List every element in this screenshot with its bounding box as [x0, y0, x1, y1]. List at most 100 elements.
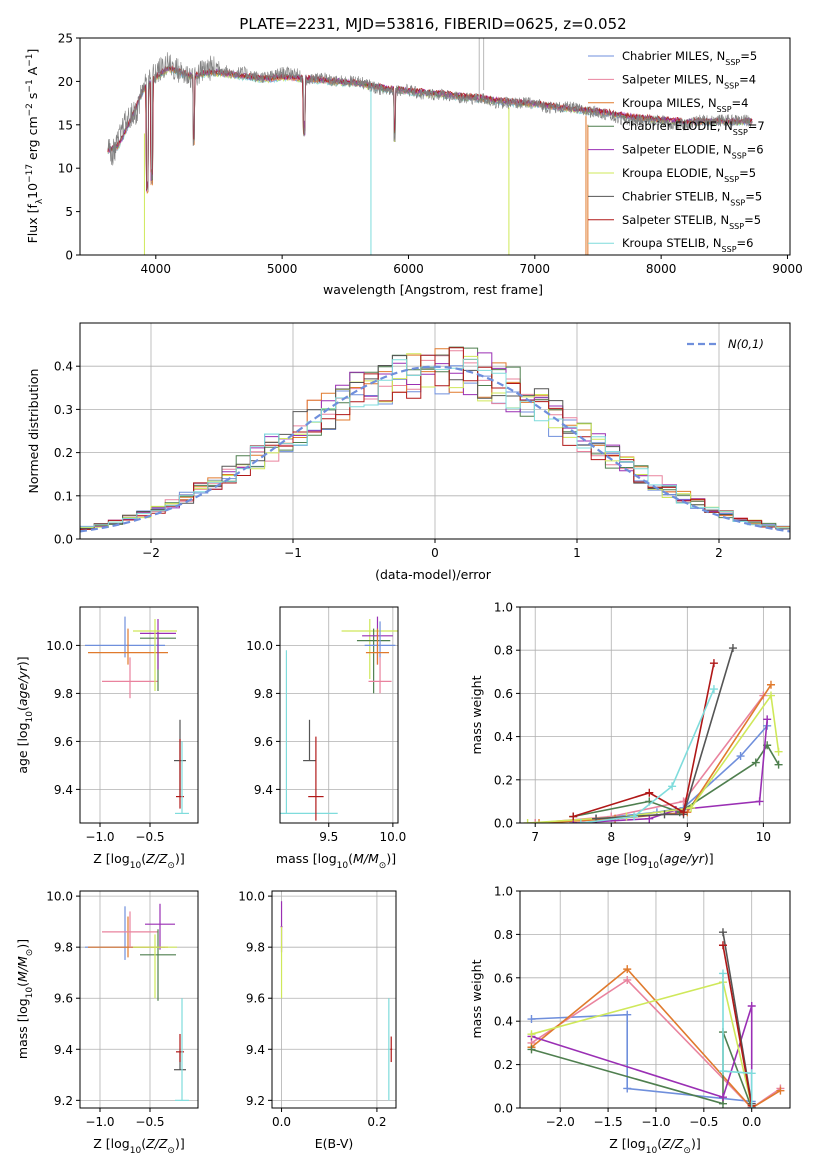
- plot-area: [527, 928, 785, 1108]
- plot-area: [107, 38, 753, 255]
- axes-residuals: −2 −1 0 1 2 0.0 0.1 0.2 0.3 0.4 N(0,1) (data-model)…: [26, 322, 791, 582]
- weight-marker: [687, 803, 696, 812]
- legend-label-main: Kroupa ELODIE, N: [622, 166, 724, 180]
- legend-label-tail: =4: [739, 72, 756, 86]
- plot-area: [80, 346, 790, 533]
- legend-label-tail: =7: [748, 119, 765, 133]
- y-axis-label: mass weight: [469, 959, 484, 1038]
- axes-frame: [519, 890, 791, 1109]
- x-tick-label: 4000: [141, 262, 172, 276]
- y-tick-label: 5: [65, 205, 73, 219]
- legend-label-sub: SSP: [732, 151, 747, 160]
- axes-massweight-vs-age: 7 8 9 10 0.0 0.2 0.4 0.6 0.8 1.0 age [log10(age/yr…: [469, 601, 791, 871]
- legend-label-main: Chabrier ELODIE, N: [622, 119, 733, 133]
- x-tick-label: 8000: [646, 262, 677, 276]
- y-tick-label: 9.6: [54, 992, 73, 1006]
- x-tick-label: −1.0: [85, 830, 114, 844]
- y-tick-label: 9.4: [54, 783, 73, 797]
- weight-marker: [763, 715, 772, 724]
- weight-marker: [747, 1002, 756, 1011]
- legend-label-main: Kroupa MILES, N: [622, 96, 717, 110]
- plot-area: [85, 616, 189, 815]
- weight-marker: [623, 965, 632, 974]
- weight-marker: [718, 941, 727, 950]
- weight-marker: [736, 752, 745, 761]
- weight-marker: [623, 1010, 632, 1019]
- y-tick-label: 0.0: [494, 1102, 513, 1116]
- weight-marker: [645, 788, 654, 797]
- x-tick-label: 9000: [772, 262, 803, 276]
- legend-label-sub: SSP: [730, 198, 745, 207]
- y-tick-label: 10.0: [246, 639, 273, 653]
- weight-line: [580, 688, 715, 823]
- y-tick-label: 0.4: [494, 1015, 513, 1029]
- x-axis-label: Z [log10(Z/Z⊙)]: [609, 1136, 700, 1156]
- legend-label-main: Salpeter ELODIE, N: [622, 143, 732, 157]
- weight-marker: [751, 758, 760, 767]
- legend-label-sub: SSP: [722, 245, 737, 254]
- y-tick-label: 1.0: [494, 885, 513, 899]
- weight-marker: [718, 928, 727, 937]
- axes-age-vs-mass: 9.5 10.0 9.4 9.6 9.8 10.0 mass [log10(M/M⊙)]: [246, 606, 406, 871]
- weight-marker: [709, 685, 718, 694]
- x-tick-label: 0.2: [367, 1115, 386, 1129]
- y-tick-label: 10.0: [46, 639, 73, 653]
- figure-title: PLATE=2231, MJD=53816, FIBERID=0625, z=0…: [239, 15, 626, 33]
- legend-label-main: Kroupa STELIB, N: [622, 236, 722, 250]
- weight-marker: [776, 1086, 785, 1095]
- weight-marker: [747, 1069, 756, 1078]
- x-tick-label: 9.5: [319, 830, 338, 844]
- weight-marker: [718, 969, 727, 978]
- y-axis-label: Flux [fλ10−17 erg cm−2 s−1 A−1]: [25, 49, 45, 244]
- axes-mass-vs-Z: −1.0 −0.5 9.2 9.4 9.6 9.8 10.0 Z [log10(Z/Z⊙)] m…: [15, 890, 199, 1156]
- y-tick-label: 1.0: [494, 601, 513, 615]
- x-tick-label: 7: [531, 830, 539, 844]
- x-axis-label: mass [log10(M/M⊙)]: [276, 851, 396, 871]
- legend-label-main: Chabrier STELIB, N: [622, 189, 730, 203]
- y-tick-label: 0.4: [54, 360, 73, 374]
- axes-frame: [79, 890, 199, 1109]
- histogram-step: [80, 358, 790, 529]
- y-tick-label: 0.8: [494, 928, 513, 942]
- legend-label-sub: SSP: [725, 58, 740, 67]
- x-tick-label: −0.5: [689, 1115, 718, 1129]
- weight-marker: [766, 680, 775, 689]
- weight-line: [530, 967, 781, 1108]
- plot-area: [280, 901, 393, 1101]
- y-axis-label: age [log10(age/yr)]: [15, 656, 35, 773]
- legend-label: Salpeter MILES, NSSP=4: [622, 72, 756, 90]
- y-tick-label: 25: [58, 32, 73, 46]
- x-tick-label: 0.0: [742, 1115, 761, 1129]
- histogram-step: [80, 347, 790, 530]
- plot-area: [523, 644, 783, 823]
- y-tick-label: 0.4: [494, 730, 513, 744]
- y-axis-label: Normed distribution: [26, 369, 41, 494]
- x-tick-label: −2.0: [546, 1115, 575, 1129]
- y-tick-label: 9.4: [54, 1043, 73, 1057]
- axes-frame: [519, 606, 791, 824]
- weight-marker: [630, 812, 639, 821]
- y-tick-label: 0.8: [494, 644, 513, 658]
- weight-line: [531, 1005, 753, 1108]
- weight-marker: [709, 659, 718, 668]
- axes-age-vs-Z: −1.0 −0.5 9.4 9.6 9.8 10.0 Z [log10(Z/Z⊙)] age …: [15, 606, 199, 871]
- legend-label-main: Chabrier MILES, N: [622, 49, 725, 63]
- weight-marker: [523, 819, 532, 823]
- y-tick-label: 10.0: [46, 890, 73, 904]
- y-tick-label: 9.6: [254, 735, 273, 749]
- y-tick-label: 15: [58, 118, 73, 132]
- weight-marker: [774, 760, 783, 769]
- weight-marker: [576, 819, 585, 823]
- weight-marker: [718, 1093, 727, 1102]
- legend-label-main: Salpeter STELIB, N: [622, 213, 729, 227]
- data-line: [107, 52, 753, 191]
- x-tick-label: −2: [142, 546, 160, 560]
- x-tick-label: −1: [284, 546, 302, 560]
- legend-label-sub: SSP: [717, 104, 732, 113]
- y-axis-label: mass [log10(M/M⊙)]: [15, 939, 35, 1059]
- y-tick-label: 9.4: [254, 783, 273, 797]
- weight-marker: [766, 691, 775, 700]
- x-tick-label: 1: [573, 546, 581, 560]
- x-tick-label: 8: [607, 830, 615, 844]
- legend-label: Salpeter ELODIE, NSSP=6: [622, 143, 764, 161]
